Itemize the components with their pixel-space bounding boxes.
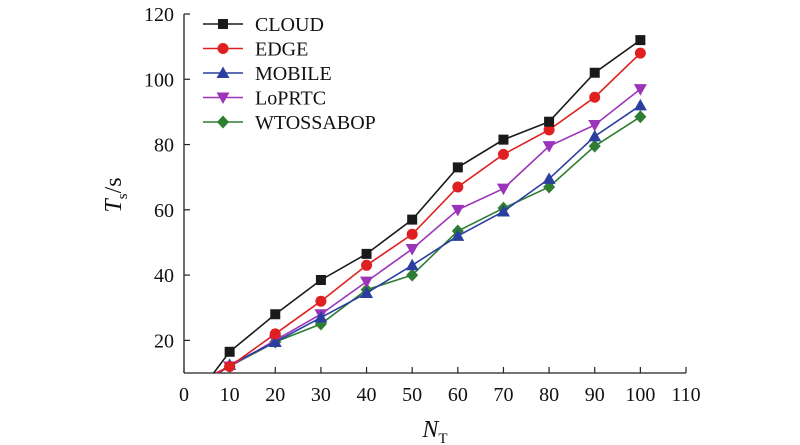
legend-item-wtossabop: WTOSSABOP [203, 112, 376, 134]
data-point-cloud [498, 134, 509, 145]
x-axis-title: NT [421, 417, 447, 445]
data-point-edge [406, 228, 418, 240]
series-line-wtossabop [217, 116, 641, 374]
data-point-mobile [360, 286, 374, 299]
x-tick-label: 110 [671, 384, 700, 406]
data-point-edge [315, 295, 327, 307]
x-tick-label: 10 [220, 384, 240, 406]
x-tick-label: 100 [625, 384, 655, 406]
data-point-mobile [405, 258, 419, 271]
data-point-edge [361, 259, 373, 271]
data-point-mobile [268, 335, 282, 347]
legend-label: EDGE [255, 39, 308, 61]
data-point-loprtc [588, 119, 602, 132]
x-tick-label: 30 [311, 384, 331, 406]
data-point-cloud [635, 35, 646, 46]
legend-label: WTOSSABOP [255, 112, 376, 134]
x-tick-label: 50 [402, 384, 422, 406]
data-point-edge [497, 148, 509, 160]
legend-item-loprtc: LoPRTC [203, 88, 326, 110]
legend-marker-edge [217, 43, 229, 54]
axes: 0 10 20 30 40 50 60 70 80 90 100 110 20 40 60 80 100 120 [144, 4, 701, 406]
y-tick-label: 80 [154, 135, 174, 157]
data-point-edge [224, 360, 236, 372]
legend-label: MOBILE [255, 63, 332, 85]
data-point-cloud [361, 248, 372, 259]
legend-marker-cloud [218, 19, 228, 29]
y-tick-label: 60 [154, 200, 174, 222]
x-tick-label: 80 [539, 384, 559, 406]
x-tick-label: 60 [448, 384, 468, 406]
data-point-edge [634, 47, 646, 59]
data-point-loprtc [496, 183, 510, 196]
data-point-loprtc [633, 84, 647, 96]
data-point-mobile [633, 98, 647, 111]
data-point-cloud [589, 67, 600, 78]
data-point-edge [543, 124, 555, 136]
legend-item-edge: EDGE [203, 39, 308, 61]
x-tick-label: 70 [493, 384, 513, 406]
series-cloud [213, 35, 646, 374]
legend-label: LoPRTC [255, 88, 326, 110]
data-point-wtossabop [588, 139, 601, 153]
data-point-cloud [315, 274, 326, 285]
data-point-cloud [407, 214, 418, 225]
plot-area [213, 35, 647, 374]
y-tick-label: 20 [154, 330, 174, 352]
data-point-cloud [270, 309, 281, 320]
data-point-loprtc [542, 141, 556, 153]
data-point-cloud [544, 116, 555, 127]
series-mobile [217, 98, 647, 374]
y-tick-label: 120 [144, 4, 174, 26]
legend-item-cloud: CLOUD [203, 14, 324, 36]
data-point-cloud [224, 346, 235, 357]
series-edge [215, 47, 646, 374]
x-axis-title-main: N [421, 417, 440, 443]
x-tick-label: 0 [179, 384, 189, 406]
series-line-mobile [217, 104, 641, 374]
data-point-cloud [452, 162, 463, 173]
x-tick-label: 20 [265, 384, 285, 406]
legend-item-mobile: MOBILE [203, 63, 332, 85]
data-point-loprtc [360, 276, 374, 289]
y-axis-title-main: T [101, 198, 127, 213]
data-point-wtossabop [406, 268, 419, 282]
y-axis-title-unit: /s [101, 177, 127, 193]
legend-marker-wtossabop [217, 115, 229, 129]
data-point-loprtc [451, 204, 465, 217]
y-axis-title: Ts/s [101, 177, 131, 212]
data-point-mobile [542, 172, 556, 184]
legend-marker-mobile [216, 66, 230, 78]
legend-marker-loprtc [216, 92, 230, 104]
y-axis-title-sub: s [115, 193, 131, 199]
data-point-mobile [451, 229, 465, 241]
y-tick-label: 40 [154, 265, 174, 287]
data-point-mobile [496, 204, 510, 217]
series-wtossabop [217, 110, 647, 374]
data-point-mobile [314, 311, 328, 323]
data-point-edge [452, 181, 464, 193]
data-point-wtossabop [634, 110, 647, 124]
data-point-edge [589, 91, 601, 103]
y-tick-label: 100 [144, 69, 174, 91]
data-point-loprtc [405, 243, 419, 256]
legend-label: CLOUD [255, 14, 324, 36]
data-point-edge [269, 328, 281, 340]
x-tick-label: 40 [357, 384, 377, 406]
data-point-mobile [588, 129, 602, 142]
x-tick-label: 90 [585, 384, 605, 406]
x-axis-title-sub: T [438, 431, 447, 445]
